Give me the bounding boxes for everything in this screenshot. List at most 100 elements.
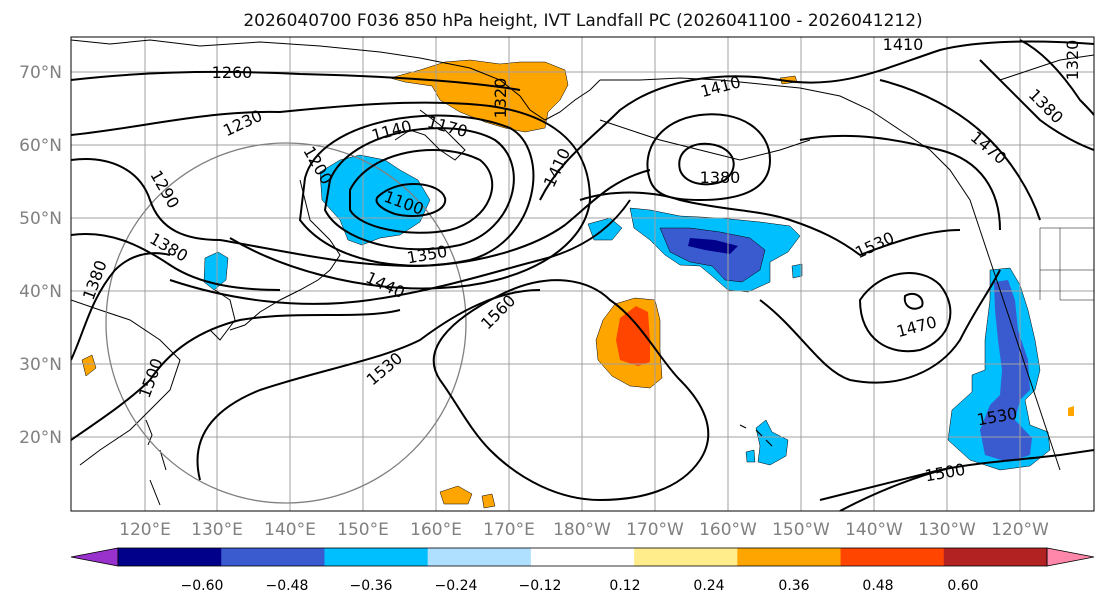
contour-1230 xyxy=(71,101,592,290)
colorbar-extend-low xyxy=(70,547,119,567)
colorbar-segment xyxy=(737,548,842,566)
lon-label: 170°W xyxy=(626,520,684,540)
height-contours xyxy=(71,39,1094,511)
contour-1530-sw xyxy=(819,449,1094,501)
ivt-positive-region-tiny-2 xyxy=(481,493,496,509)
colorbar: −0.60 −0.48 −0.36 −0.24 −0.12 0.12 0.24 … xyxy=(70,547,1095,594)
contour-1410 xyxy=(539,40,1094,201)
lon-label: 130°E xyxy=(191,520,243,540)
lat-label: 20°N xyxy=(19,428,62,448)
coast-korea xyxy=(209,289,236,341)
contour-1410-east xyxy=(799,134,1001,231)
contour-1380-west-2 xyxy=(71,252,171,361)
lat-labels: 70°N 60°N 50°N 40°N 30°N 20°N xyxy=(19,63,62,448)
ivt-negative-region-east-core xyxy=(980,280,1032,462)
ivt-shading xyxy=(81,59,1074,509)
colorbar-segment xyxy=(427,548,532,566)
coast-taiwan xyxy=(145,419,153,446)
ivt-positive-region-subtropical-core xyxy=(616,306,650,366)
contour-1320-east xyxy=(678,142,735,186)
contour-1500-west xyxy=(71,309,401,441)
contour-1500-se xyxy=(839,467,951,511)
colorbar-frame xyxy=(117,547,1048,567)
contour-1170 xyxy=(323,127,515,251)
chart-title: 2026040700 F036 850 hPa height, IVT Land… xyxy=(243,11,922,31)
ivt-negative-region-hawaii xyxy=(755,419,789,466)
coast-na-north xyxy=(999,54,1094,81)
coast-china xyxy=(71,299,181,466)
coast-na-west xyxy=(979,229,1061,471)
contour-label: 1320 xyxy=(1063,40,1082,81)
contour-1350 xyxy=(219,169,651,268)
contour-1200 xyxy=(298,114,535,267)
contour-1380-west xyxy=(71,233,281,291)
colorbar-extend-high xyxy=(1046,547,1095,567)
ivt-negative-region-hawaii-small xyxy=(745,449,756,463)
colorbar-segment xyxy=(221,548,325,566)
reference-circle xyxy=(105,142,467,504)
ivt-positive-region-tiny-4 xyxy=(1068,406,1074,416)
contour-1380-east xyxy=(646,113,772,202)
colorbar-segment xyxy=(118,548,222,566)
ivt-positive-region-tiny-1 xyxy=(439,485,473,505)
colorbar-tick-label: −0.24 xyxy=(435,578,478,594)
colorbar-tick-labels: −0.60 −0.48 −0.36 −0.24 −0.12 0.12 0.24 … xyxy=(181,578,979,594)
colorbar-segment xyxy=(634,548,738,566)
contour-1470-east xyxy=(858,272,952,353)
gridlines xyxy=(71,37,1094,511)
contour-1530-central xyxy=(579,191,961,257)
colorbar-tick-label: 0.60 xyxy=(947,578,978,594)
lon-label: 160°E xyxy=(410,520,462,540)
lon-label: 180°W xyxy=(553,520,611,540)
coast-alaska xyxy=(600,77,981,231)
coast-asia-north xyxy=(71,39,441,63)
ivt-negative-region-deep xyxy=(688,238,738,254)
ivt-negative-region-tiny xyxy=(791,263,803,279)
contour-1470-ne xyxy=(879,79,1041,221)
ivt-negative-region-small xyxy=(203,251,229,291)
contour-1560 xyxy=(432,279,710,502)
ivt-negative-region-core xyxy=(659,227,766,283)
border-states xyxy=(1039,228,1094,301)
lat-label: 40°N xyxy=(19,282,62,302)
contour-1100-center xyxy=(375,183,447,218)
lon-label: 160°W xyxy=(699,520,757,540)
colorbar-tick-label: −0.36 xyxy=(350,578,393,594)
map-frame xyxy=(70,36,1095,512)
lat-label: 70°N xyxy=(19,63,62,83)
lon-label: 120°W xyxy=(991,520,1049,540)
coast-aleutians xyxy=(599,119,811,161)
contour-1530-west xyxy=(196,289,541,481)
lon-label: 170°E xyxy=(483,520,535,540)
contour-1140 xyxy=(349,149,494,234)
lon-labels: 120°E 130°E 140°E 150°E 160°E 170°E 180°… xyxy=(119,520,1049,540)
lat-label: 60°N xyxy=(19,136,62,156)
coast-okhotsk xyxy=(439,61,601,121)
lon-label: 140°W xyxy=(845,520,903,540)
colorbar-segment xyxy=(530,548,635,566)
ivt-negative-region-sakhalin xyxy=(319,154,431,246)
coast-kamchatka xyxy=(394,109,466,161)
contour-1260 xyxy=(71,71,521,91)
contour-label: 1410 xyxy=(883,35,924,54)
lon-label: 150°E xyxy=(337,520,389,540)
colorbar-segment xyxy=(840,548,945,566)
lat-label: 50°N xyxy=(19,209,62,229)
lon-label: 130°W xyxy=(918,520,976,540)
contour-label: 1260 xyxy=(212,63,253,82)
coastlines xyxy=(71,39,1094,506)
colorbar-segment xyxy=(943,548,1048,566)
colorbar-tick-label: 0.48 xyxy=(862,578,893,594)
colorbar-tick-label: 0.24 xyxy=(693,578,724,594)
contour-label: 1320 xyxy=(491,78,510,119)
colorbar-tick-label: −0.12 xyxy=(519,578,562,594)
colorbar-segment xyxy=(324,548,429,566)
colorbar-tick-label: −0.60 xyxy=(181,578,224,594)
lon-label: 120°E xyxy=(119,520,171,540)
ivt-weak-region-small xyxy=(81,354,97,377)
lon-label: 150°W xyxy=(772,520,830,540)
coast-hawaii xyxy=(739,424,773,447)
colorbar-tick-label: 0.36 xyxy=(778,578,809,594)
contour-1440-east xyxy=(903,292,924,310)
